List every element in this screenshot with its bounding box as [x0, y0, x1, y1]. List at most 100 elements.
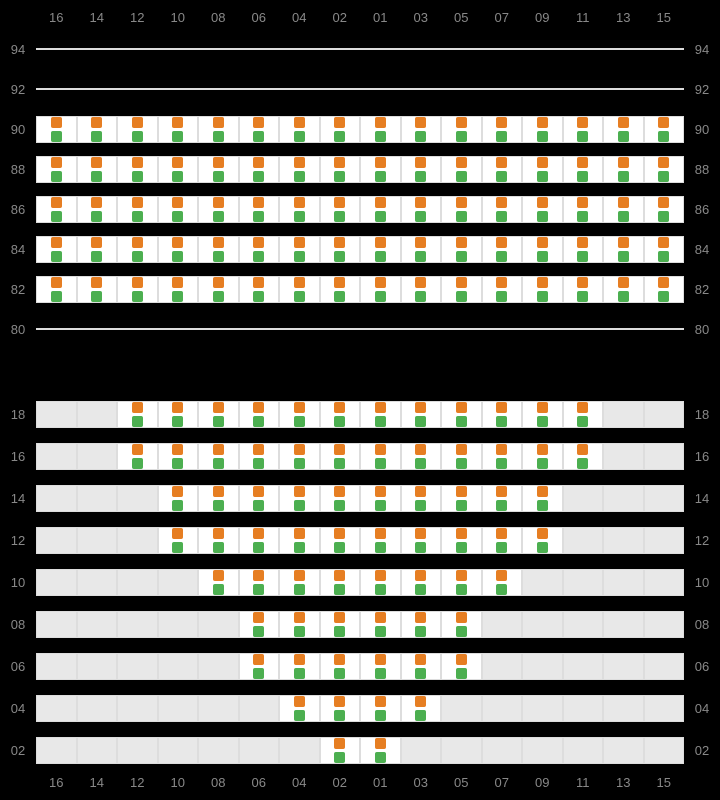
seat-filled[interactable]	[320, 236, 361, 263]
seat-filled[interactable]	[279, 276, 320, 303]
seat-filled[interactable]	[401, 569, 442, 596]
seat-filled[interactable]	[77, 276, 118, 303]
seat-filled[interactable]	[360, 443, 401, 470]
seat-filled[interactable]	[279, 443, 320, 470]
seat-filled[interactable]	[320, 527, 361, 554]
seat-filled[interactable]	[198, 196, 239, 223]
seat-filled[interactable]	[77, 116, 118, 143]
seat-filled[interactable]	[563, 401, 604, 428]
seat-filled[interactable]	[563, 116, 604, 143]
seat-filled[interactable]	[279, 156, 320, 183]
seat-filled[interactable]	[603, 116, 644, 143]
seat-filled[interactable]	[563, 443, 604, 470]
seat-filled[interactable]	[320, 196, 361, 223]
seat-filled[interactable]	[360, 653, 401, 680]
seat-filled[interactable]	[158, 116, 199, 143]
seat-filled[interactable]	[239, 116, 280, 143]
seat-filled[interactable]	[117, 401, 158, 428]
seat-filled[interactable]	[360, 401, 401, 428]
seat-filled[interactable]	[482, 443, 523, 470]
seat-filled[interactable]	[279, 485, 320, 512]
seat-filled[interactable]	[522, 527, 563, 554]
seat-filled[interactable]	[522, 485, 563, 512]
seat-filled[interactable]	[482, 485, 523, 512]
seat-filled[interactable]	[441, 236, 482, 263]
seat-filled[interactable]	[198, 236, 239, 263]
seat-filled[interactable]	[36, 276, 77, 303]
seat-filled[interactable]	[441, 156, 482, 183]
seat-filled[interactable]	[482, 196, 523, 223]
seat-filled[interactable]	[441, 527, 482, 554]
seat-filled[interactable]	[563, 156, 604, 183]
seat-filled[interactable]	[117, 276, 158, 303]
seat-filled[interactable]	[36, 196, 77, 223]
seat-filled[interactable]	[77, 156, 118, 183]
seat-filled[interactable]	[360, 276, 401, 303]
seat-filled[interactable]	[603, 156, 644, 183]
seat-filled[interactable]	[401, 695, 442, 722]
seat-filled[interactable]	[603, 236, 644, 263]
seat-filled[interactable]	[401, 276, 442, 303]
seat-filled[interactable]	[401, 443, 442, 470]
seat-filled[interactable]	[117, 116, 158, 143]
seat-filled[interactable]	[441, 611, 482, 638]
seat-filled[interactable]	[401, 611, 442, 638]
seat-filled[interactable]	[320, 276, 361, 303]
seat-filled[interactable]	[158, 276, 199, 303]
seat-filled[interactable]	[320, 401, 361, 428]
seat-filled[interactable]	[360, 527, 401, 554]
seat-filled[interactable]	[644, 276, 685, 303]
seat-filled[interactable]	[158, 236, 199, 263]
seat-filled[interactable]	[117, 443, 158, 470]
seat-filled[interactable]	[36, 156, 77, 183]
seat-filled[interactable]	[239, 527, 280, 554]
seat-filled[interactable]	[482, 401, 523, 428]
seat-filled[interactable]	[158, 527, 199, 554]
seat-filled[interactable]	[482, 156, 523, 183]
seat-filled[interactable]	[279, 695, 320, 722]
seat-filled[interactable]	[360, 236, 401, 263]
seat-filled[interactable]	[320, 737, 361, 764]
seat-filled[interactable]	[360, 156, 401, 183]
seat-filled[interactable]	[279, 527, 320, 554]
seat-filled[interactable]	[158, 443, 199, 470]
seat-filled[interactable]	[158, 485, 199, 512]
seat-filled[interactable]	[441, 401, 482, 428]
seat-filled[interactable]	[198, 443, 239, 470]
seat-filled[interactable]	[360, 485, 401, 512]
seat-filled[interactable]	[198, 527, 239, 554]
seat-filled[interactable]	[441, 569, 482, 596]
seat-filled[interactable]	[320, 116, 361, 143]
seat-filled[interactable]	[482, 569, 523, 596]
seat-filled[interactable]	[644, 236, 685, 263]
seat-filled[interactable]	[522, 443, 563, 470]
seat-filled[interactable]	[77, 236, 118, 263]
seat-filled[interactable]	[117, 196, 158, 223]
seat-filled[interactable]	[198, 116, 239, 143]
seat-filled[interactable]	[482, 116, 523, 143]
seat-filled[interactable]	[563, 236, 604, 263]
seat-filled[interactable]	[320, 485, 361, 512]
seat-filled[interactable]	[401, 401, 442, 428]
seat-filled[interactable]	[239, 611, 280, 638]
seat-filled[interactable]	[644, 196, 685, 223]
seat-filled[interactable]	[401, 196, 442, 223]
seat-filled[interactable]	[482, 276, 523, 303]
seat-filled[interactable]	[279, 236, 320, 263]
seat-filled[interactable]	[320, 156, 361, 183]
seat-filled[interactable]	[441, 116, 482, 143]
seat-filled[interactable]	[360, 695, 401, 722]
seat-filled[interactable]	[360, 611, 401, 638]
seat-filled[interactable]	[36, 236, 77, 263]
seat-filled[interactable]	[117, 156, 158, 183]
seat-filled[interactable]	[279, 196, 320, 223]
seat-filled[interactable]	[239, 569, 280, 596]
seat-filled[interactable]	[401, 485, 442, 512]
seat-filled[interactable]	[522, 196, 563, 223]
seat-filled[interactable]	[360, 569, 401, 596]
seat-filled[interactable]	[158, 401, 199, 428]
seat-filled[interactable]	[320, 695, 361, 722]
seat-filled[interactable]	[239, 156, 280, 183]
seat-filled[interactable]	[563, 196, 604, 223]
seat-filled[interactable]	[198, 401, 239, 428]
